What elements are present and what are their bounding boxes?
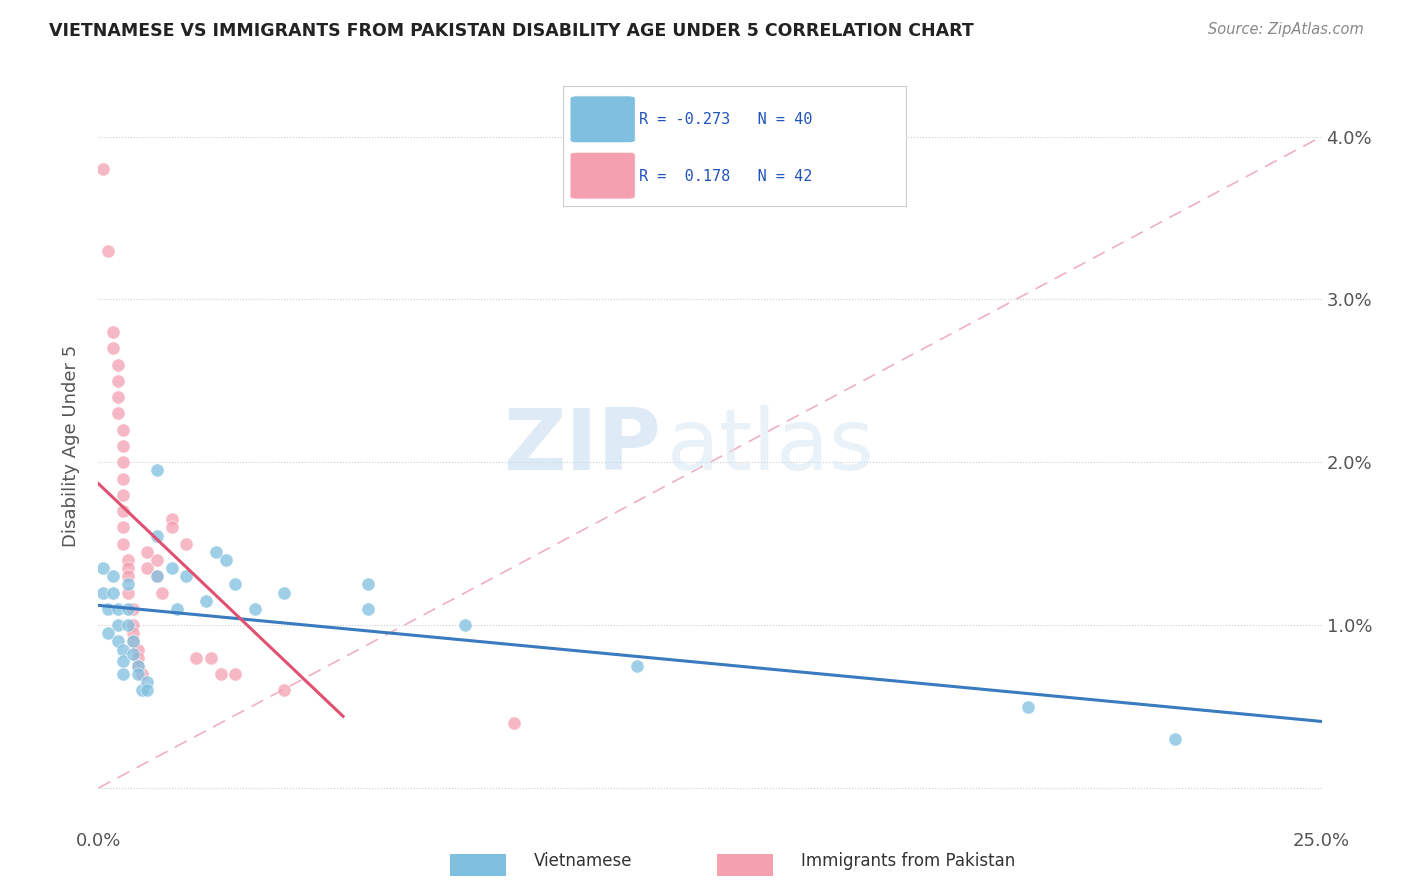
Point xyxy=(111,642,134,657)
Point xyxy=(111,472,134,486)
Point xyxy=(117,577,139,591)
Point xyxy=(101,325,124,339)
Point xyxy=(243,602,266,616)
Point xyxy=(160,512,183,526)
Point xyxy=(150,585,173,599)
Point xyxy=(111,439,134,453)
Point xyxy=(131,683,153,698)
Point xyxy=(111,504,134,518)
Point xyxy=(273,585,295,599)
Point xyxy=(121,626,143,640)
Point xyxy=(101,341,124,355)
Point xyxy=(111,537,134,551)
Point xyxy=(127,642,149,657)
Point xyxy=(107,390,129,404)
Point xyxy=(205,545,228,559)
Point xyxy=(176,537,198,551)
Point xyxy=(186,650,208,665)
Point xyxy=(121,602,143,616)
Point xyxy=(117,553,139,567)
Point xyxy=(146,463,169,477)
Point xyxy=(107,634,129,648)
Point xyxy=(131,667,153,681)
Point xyxy=(200,650,222,665)
Point xyxy=(91,162,114,177)
Point xyxy=(454,618,477,632)
Point xyxy=(121,648,143,662)
Point xyxy=(503,715,526,730)
Point xyxy=(1017,699,1039,714)
Point xyxy=(136,561,159,575)
Point xyxy=(107,618,129,632)
Point xyxy=(117,602,139,616)
Text: ZIP: ZIP xyxy=(503,404,661,488)
Point xyxy=(107,358,129,372)
Point xyxy=(176,569,198,583)
Point xyxy=(146,528,169,542)
Point xyxy=(127,650,149,665)
Point xyxy=(224,667,246,681)
Point xyxy=(107,374,129,388)
Point xyxy=(146,553,169,567)
Point xyxy=(101,585,124,599)
Point xyxy=(127,659,149,673)
Point xyxy=(117,618,139,632)
Point xyxy=(166,602,188,616)
Point xyxy=(146,569,169,583)
Point xyxy=(356,577,378,591)
Point xyxy=(111,654,134,668)
Point xyxy=(107,406,129,420)
Text: Immigrants from Pakistan: Immigrants from Pakistan xyxy=(801,852,1015,870)
Point xyxy=(121,618,143,632)
Point xyxy=(273,683,295,698)
Point xyxy=(111,423,134,437)
Point xyxy=(136,675,159,690)
Point xyxy=(91,585,114,599)
Point xyxy=(91,561,114,575)
Point xyxy=(121,634,143,648)
Point xyxy=(214,553,236,567)
Point xyxy=(209,667,232,681)
Point xyxy=(111,488,134,502)
Point xyxy=(136,683,159,698)
Point xyxy=(146,569,169,583)
Point xyxy=(127,667,149,681)
Text: Vietnamese: Vietnamese xyxy=(534,852,633,870)
Point xyxy=(107,602,129,616)
Point xyxy=(136,545,159,559)
Point xyxy=(111,520,134,534)
Point xyxy=(626,659,648,673)
Text: Source: ZipAtlas.com: Source: ZipAtlas.com xyxy=(1208,22,1364,37)
Text: VIETNAMESE VS IMMIGRANTS FROM PAKISTAN DISABILITY AGE UNDER 5 CORRELATION CHART: VIETNAMESE VS IMMIGRANTS FROM PAKISTAN D… xyxy=(49,22,974,40)
Point xyxy=(160,561,183,575)
Point xyxy=(101,569,124,583)
Point xyxy=(121,634,143,648)
Point xyxy=(117,561,139,575)
Point xyxy=(117,585,139,599)
Point xyxy=(160,520,183,534)
Point xyxy=(117,569,139,583)
Point xyxy=(195,593,218,607)
Point xyxy=(356,602,378,616)
Point xyxy=(97,244,120,258)
Point xyxy=(1164,732,1187,747)
Point xyxy=(97,626,120,640)
Point xyxy=(111,667,134,681)
Point xyxy=(97,602,120,616)
Text: atlas: atlas xyxy=(668,404,875,488)
Point xyxy=(224,577,246,591)
Point xyxy=(127,659,149,673)
Y-axis label: Disability Age Under 5: Disability Age Under 5 xyxy=(62,345,80,547)
Point xyxy=(111,455,134,469)
